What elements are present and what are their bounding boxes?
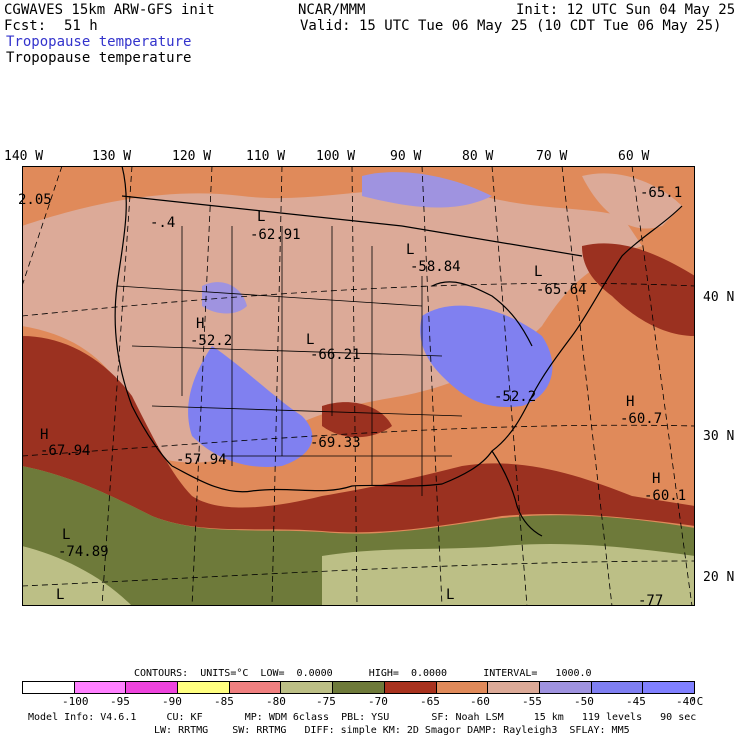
legend-unit: °C [690, 695, 704, 708]
contour-label: -77 [638, 593, 664, 609]
legend-swatch [384, 682, 437, 693]
legend-tick: -50 [574, 695, 594, 708]
legend-tick: -45 [626, 695, 646, 708]
state-borders [116, 226, 463, 496]
contour-label: 2.05 [18, 192, 52, 208]
color-legend [22, 681, 695, 694]
model-physics: LW: RRTMG SW: RRTMG DIFF: simple KM: 2D … [154, 725, 630, 736]
salmon-region-ne [582, 173, 682, 229]
purple-region-north [362, 172, 492, 208]
light-olive-region-sw [22, 546, 132, 606]
lon-label: 120 W [172, 149, 212, 164]
high-marker: H [40, 427, 49, 443]
lat-label: 40 N [703, 290, 735, 305]
field-subtitle: Tropopause temperature [6, 50, 192, 66]
legend-tick: -60 [470, 695, 490, 708]
lon-label: 90 W [390, 149, 422, 164]
darkred-band [22, 336, 695, 533]
valid-time: Valid: 15 UTC Tue 06 May 25 (10 CDT Tue … [300, 18, 722, 34]
legend-tick: -40 [676, 695, 696, 708]
legend-swatch [488, 682, 540, 693]
map-frame [22, 166, 695, 606]
contour-label: -60.1 [644, 488, 687, 504]
contour-label: -.4 [150, 215, 176, 231]
org-label: NCAR/MMM [298, 2, 366, 18]
legend-tick: -100 [62, 695, 89, 708]
lon-label: 130 W [92, 149, 132, 164]
legend-swatch [281, 682, 334, 693]
low-marker: L [306, 332, 315, 348]
legend-tick: -65 [420, 695, 440, 708]
legend-tick: -70 [368, 695, 388, 708]
legend-swatch [436, 682, 489, 693]
legend-swatch [643, 682, 694, 693]
fcst-label: Fcst: [4, 18, 47, 34]
legend-swatch [126, 682, 179, 693]
blue-region-lakes [420, 305, 553, 407]
lon-label: 80 W [462, 149, 494, 164]
low-marker: L [446, 587, 455, 603]
contour-label: -74.89 [58, 544, 109, 560]
darkred-region-ne [582, 243, 695, 336]
low-marker: L [62, 527, 71, 543]
lon-label: 70 W [536, 149, 568, 164]
light-olive-region [322, 544, 695, 606]
contour-label: -62.91 [250, 227, 301, 243]
contour-label: -57.94 [176, 452, 227, 468]
contour-label: -52.2 [190, 333, 233, 349]
legend-swatch [333, 682, 385, 693]
lat-label: 20 N [703, 570, 735, 585]
legend-tick: -85 [214, 695, 234, 708]
init-time: Init: 12 UTC Sun 04 May 25 [516, 2, 736, 18]
graticule [22, 166, 695, 606]
contour-label: -69.33 [310, 435, 361, 451]
lon-label: 60 W [618, 149, 650, 164]
contour-label: -58.84 [410, 259, 461, 275]
high-marker: H [652, 471, 661, 487]
legend-tick: -55 [522, 695, 542, 708]
low-marker: L [56, 587, 65, 603]
legend-swatch [539, 682, 592, 693]
legend-tick: -75 [316, 695, 336, 708]
legend-swatch [178, 682, 230, 693]
contour-label: -65.64 [536, 282, 587, 298]
contour-label: -65.1 [640, 185, 683, 201]
low-marker: L [534, 264, 543, 280]
high-marker: H [196, 316, 205, 332]
model-info: Model Info: V4.6.1 CU: KF MP: WDM 6class… [28, 712, 697, 723]
legend-swatch [74, 682, 127, 693]
legend-tick: -80 [266, 695, 286, 708]
contour-label: -66.21 [310, 347, 361, 363]
lon-label: 140 W [4, 149, 44, 164]
contour-label: -60.7 [620, 411, 663, 427]
fcst-value: 51 h [64, 18, 98, 34]
legend-tick: -95 [110, 695, 130, 708]
contour-label: -67.94 [40, 443, 91, 459]
legend-swatch [23, 682, 75, 693]
tropopause-temperature-map[interactable]: 2.05 -.4 L -62.91 L -58.84 L -65.64 -65.… [18, 166, 695, 609]
low-marker: L [257, 209, 266, 225]
legend-tick: -90 [162, 695, 182, 708]
legend-swatch [591, 682, 644, 693]
lat-label: 30 N [703, 429, 735, 444]
legend-swatch [229, 682, 282, 693]
contour-info: CONTOURS: UNITS=°C LOW= 0.0000 HIGH= 0.0… [134, 668, 592, 679]
field-title: Tropopause temperature [6, 34, 192, 50]
coastline [114, 166, 683, 537]
blue-region-sw [188, 346, 313, 467]
contour-label: -52.2 [494, 389, 537, 405]
lon-label: 110 W [246, 149, 286, 164]
model-title: CGWAVES 15km ARW-GFS init [4, 2, 215, 18]
low-marker: L [406, 242, 415, 258]
high-marker: H [626, 394, 635, 410]
lon-label: 100 W [316, 149, 356, 164]
darkred-region-plains [322, 402, 392, 438]
